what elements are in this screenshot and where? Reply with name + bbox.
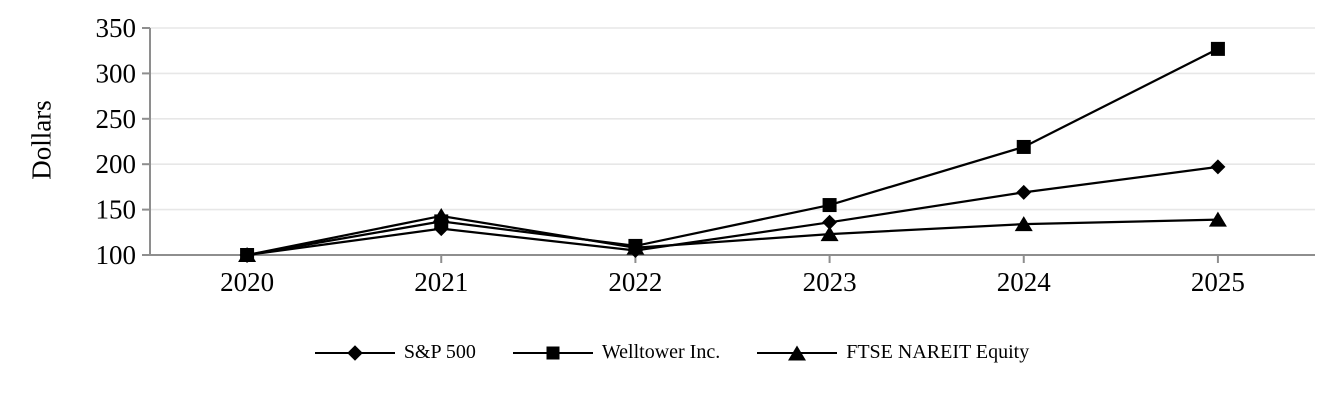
series-line-2 xyxy=(246,214,1218,257)
y-tick-label: 350 xyxy=(96,13,137,43)
data-marker-square xyxy=(434,214,449,229)
legend-label-ftse-nareit: FTSE NAREIT Equity xyxy=(846,341,1030,363)
data-marker-square xyxy=(822,198,837,213)
data-marker-triangle xyxy=(1014,216,1033,232)
x-tick-label: 2021 xyxy=(414,267,468,297)
x-tick-label: 2024 xyxy=(997,267,1052,297)
data-marker-triangle xyxy=(1208,211,1227,227)
legend-item-sp500: S&P 500 xyxy=(314,341,476,364)
x-tick-label: 2025 xyxy=(1191,267,1245,297)
chart-legend: S&P 500 Welltower Inc. FTSE NAREIT Equit… xyxy=(0,341,1344,364)
data-marker-diamond xyxy=(1210,159,1226,175)
y-tick-label: 100 xyxy=(96,240,137,270)
legend-item-welltower: Welltower Inc. xyxy=(512,341,721,364)
series-line-1 xyxy=(246,47,1219,257)
x-tick-label: 2022 xyxy=(608,267,662,297)
x-tick-label: 2020 xyxy=(220,267,274,297)
welltower-line-swatch xyxy=(512,344,593,362)
sp500-line-swatch xyxy=(314,344,395,362)
y-tick-label: 300 xyxy=(96,58,137,88)
y-tick-label: 150 xyxy=(96,195,137,225)
data-marker-square xyxy=(1210,41,1225,56)
data-marker-square xyxy=(240,248,255,262)
diamond-marker-icon xyxy=(347,344,363,361)
data-marker-square xyxy=(628,238,643,253)
data-marker-diamond xyxy=(1016,184,1032,200)
y-tick-label: 200 xyxy=(96,149,137,179)
legend-item-ftse-nareit: FTSE NAREIT Equity xyxy=(757,341,1029,364)
legend-label-welltower: Welltower Inc. xyxy=(601,341,721,363)
legend-label-sp500: S&P 500 xyxy=(403,341,476,363)
y-tick-label: 250 xyxy=(96,104,137,134)
data-marker-triangle xyxy=(820,226,839,242)
data-marker-diamond xyxy=(822,214,838,230)
y-axis-title: Dollars xyxy=(26,100,57,180)
triangle-marker-icon xyxy=(788,345,807,360)
series-line-0 xyxy=(246,165,1219,257)
data-marker-square xyxy=(1016,139,1031,154)
ftse-nareit-line-swatch xyxy=(757,344,838,362)
x-tick-label: 2023 xyxy=(803,267,857,297)
square-marker-icon xyxy=(546,346,560,359)
